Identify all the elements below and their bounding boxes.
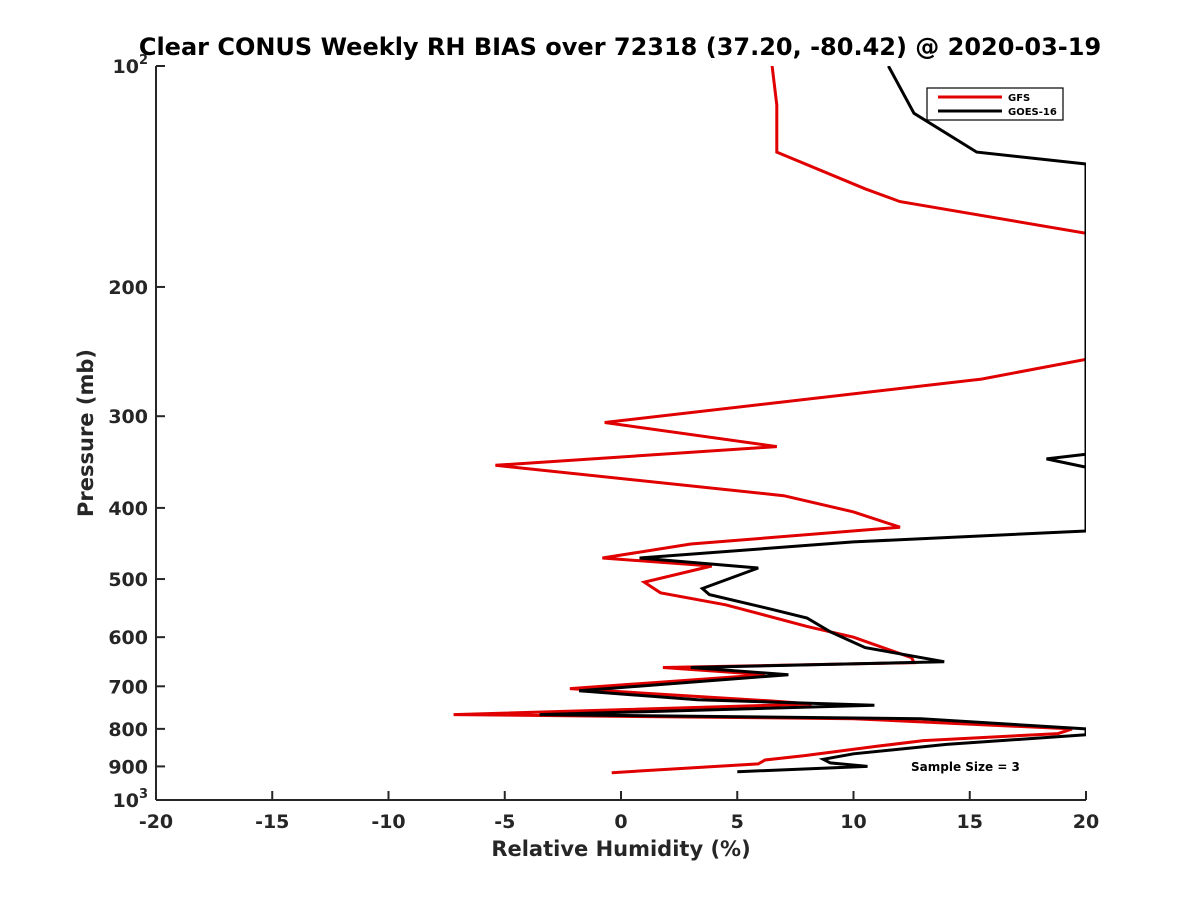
y-tick-label: 300 <box>108 406 148 428</box>
x-tick-label: 20 <box>1073 811 1099 833</box>
y-tick-label: 500 <box>108 569 148 591</box>
sample-size-annotation: Sample Size = 3 <box>911 760 1020 774</box>
legend-label: GFS <box>1008 93 1030 104</box>
series-line-goes-16 <box>539 66 1086 774</box>
y-tick-label: 600 <box>108 627 148 649</box>
legend: GFS GOES-16 <box>926 87 1064 121</box>
y-tick-label: 800 <box>108 719 148 741</box>
x-tick-label: 10 <box>840 811 866 833</box>
x-tick-label: 15 <box>957 811 983 833</box>
x-axis-label: Relative Humidity (%) <box>491 837 750 861</box>
y-axis-label: Pressure (mb) <box>74 349 98 517</box>
y-tick-label: 102 <box>113 53 149 78</box>
legend-label: GOES-16 <box>1008 107 1057 118</box>
series-layer <box>453 66 1086 775</box>
y-tick-label: 400 <box>108 498 148 520</box>
x-tick-label: -20 <box>139 811 173 833</box>
legend-box <box>926 87 1064 121</box>
y-tick-label: 700 <box>108 676 148 698</box>
x-tick-label: 5 <box>731 811 744 833</box>
y-tick-label: 103 <box>113 787 149 812</box>
series-line-gfs <box>453 66 1086 775</box>
x-tick-label: -10 <box>371 811 405 833</box>
x-tick-label: -5 <box>494 811 515 833</box>
chart-title: Clear CONUS Weekly RH BIAS over 72318 (3… <box>139 33 1101 61</box>
y-tick-label: 200 <box>108 277 148 299</box>
axes: -20 -15 -10 -5 0 5 10 15 20 102 200 300 400 500 600 700… <box>108 53 1099 833</box>
x-tick-label: -15 <box>255 811 289 833</box>
x-tick-label: 0 <box>614 811 627 833</box>
y-tick-label: 900 <box>108 756 148 778</box>
